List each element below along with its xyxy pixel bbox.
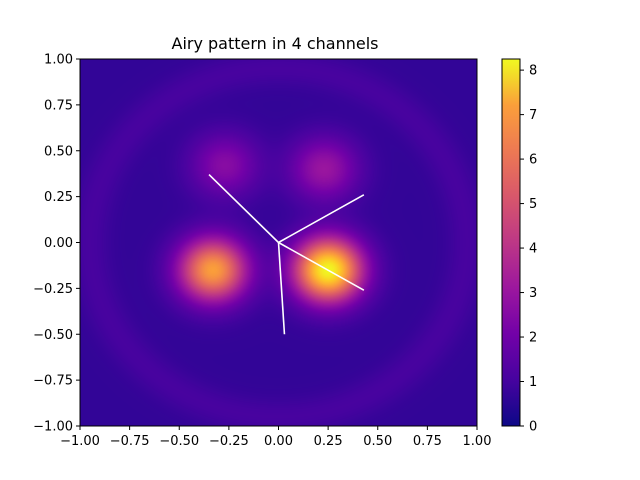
colorbar-tick-label: 6 — [529, 153, 537, 168]
colorbar-tick-label: 0 — [529, 420, 537, 435]
y-tick-label: 0.75 — [44, 98, 73, 113]
x-tick-label: 0.25 — [314, 434, 343, 449]
y-tick-label: 0.25 — [44, 190, 73, 205]
y-tick-label: 0.00 — [44, 236, 73, 251]
x-tick-label: 1.00 — [463, 434, 492, 449]
colorbar-tick-label: 1 — [529, 375, 537, 390]
channel-lines — [208, 174, 365, 335]
x-tick-label: 0.50 — [363, 434, 392, 449]
colorbar-axis: 0 1 2 3 4 5 6 7 8 — [520, 64, 537, 435]
y-tick-label: 0.50 — [44, 144, 73, 159]
colorbar — [501, 58, 521, 427]
x-tick-label: −0.75 — [110, 434, 150, 449]
colorbar-tick-label: 4 — [529, 242, 537, 257]
channel-line-4 — [277, 242, 286, 335]
y-tick-label: −0.75 — [33, 374, 73, 389]
x-tick-label: −1.00 — [60, 434, 100, 449]
colorbar-tick-label: 5 — [529, 197, 537, 212]
colorbar-tick-label: 3 — [529, 286, 537, 301]
x-tick-label: 0.75 — [413, 434, 442, 449]
y-tick-label: 1.00 — [44, 53, 73, 68]
x-tick-label: −0.50 — [159, 434, 199, 449]
chart-title: Airy pattern in 4 channels — [172, 34, 379, 53]
channel-line-1 — [208, 174, 280, 244]
y-tick-label: −1.00 — [33, 420, 73, 435]
colorbar-tick-label: 7 — [529, 108, 537, 123]
x-tick-label: −0.25 — [209, 434, 249, 449]
channel-line-2 — [278, 194, 365, 244]
x-tick-label: 0.00 — [264, 434, 293, 449]
colorbar-tick-label: 2 — [529, 331, 537, 346]
y-tick-label: −0.25 — [33, 282, 73, 297]
colorbar-tick-label: 8 — [529, 64, 537, 79]
x-axis: −1.00 −0.75 −0.50 −0.25 0.00 0.25 0.50 0.75 1.00 — [60, 426, 491, 449]
y-tick-label: −0.50 — [33, 328, 73, 343]
channel-line-3 — [278, 241, 365, 291]
y-axis: −1.00 −0.75 −0.50 −0.25 0.00 0.25 0.50 0.75 1.00 — [33, 53, 80, 435]
